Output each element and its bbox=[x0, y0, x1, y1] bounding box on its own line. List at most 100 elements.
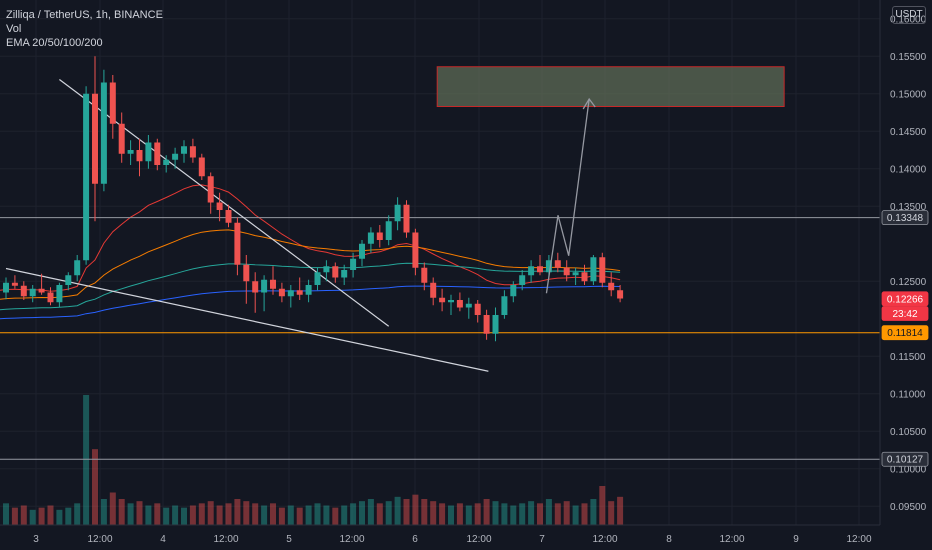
candle-body bbox=[608, 282, 615, 291]
time-axis-background[interactable] bbox=[0, 525, 932, 550]
ema-indicator-label[interactable]: EMA 20/50/100/200 bbox=[6, 37, 103, 49]
candle-body bbox=[65, 275, 72, 285]
volume-bar bbox=[65, 507, 72, 525]
x-tick-label: 9 bbox=[793, 534, 799, 545]
price-tag-label: 0.13348 bbox=[887, 213, 924, 224]
price-tag-label: 23:42 bbox=[892, 309, 917, 320]
volume-indicator-label[interactable]: Vol bbox=[6, 23, 22, 35]
symbol-title[interactable]: Zilliqa / TetherUS, 1h, BINANCE bbox=[6, 9, 163, 21]
volume-bar bbox=[367, 499, 374, 525]
volume-bar bbox=[100, 499, 107, 525]
volume-bar bbox=[145, 505, 152, 525]
candle-body bbox=[127, 150, 134, 154]
candle-body bbox=[234, 222, 241, 265]
candle-body bbox=[554, 260, 561, 268]
volume-bar bbox=[261, 505, 268, 525]
price-tag bbox=[881, 306, 929, 321]
candle-body bbox=[198, 157, 205, 177]
volume-bar bbox=[270, 503, 276, 525]
volume-bar bbox=[243, 501, 250, 525]
trendline bbox=[5, 267, 489, 372]
volume-bar bbox=[74, 503, 81, 525]
candle-body bbox=[47, 292, 54, 303]
y-tick-label: 0.16000 bbox=[890, 14, 927, 25]
candle-body bbox=[216, 202, 223, 210]
x-tick-label: 4 bbox=[160, 534, 166, 545]
x-tick-label: 12:00 bbox=[846, 534, 871, 545]
x-tick-label: 12:00 bbox=[466, 534, 491, 545]
volume-bar bbox=[537, 503, 543, 525]
volume-bar bbox=[172, 505, 179, 525]
volume-bar bbox=[590, 499, 597, 525]
candle-body bbox=[163, 159, 170, 165]
candle-body bbox=[394, 204, 401, 222]
horizontal-lines[interactable] bbox=[0, 217, 880, 460]
x-tick-label: 12:00 bbox=[719, 534, 744, 545]
candle-body bbox=[465, 303, 472, 308]
y-tick-label: 0.09500 bbox=[890, 502, 927, 513]
candle-body bbox=[74, 260, 81, 276]
ema-50-line bbox=[0, 229, 621, 300]
volume-bar bbox=[11, 507, 18, 525]
volume-bar bbox=[207, 501, 214, 525]
projection-path bbox=[545, 98, 590, 294]
currency-button[interactable]: USDT bbox=[892, 6, 926, 24]
volume-bar bbox=[581, 503, 588, 525]
volume-bar bbox=[599, 486, 606, 525]
candle-body bbox=[181, 146, 187, 154]
x-tick-label: 6 bbox=[412, 534, 418, 545]
candle-body bbox=[154, 142, 161, 165]
volume-bar bbox=[385, 501, 392, 525]
target-zone[interactable] bbox=[436, 66, 785, 107]
volume-bar bbox=[376, 503, 383, 525]
volume-bar bbox=[563, 501, 570, 525]
candle-body bbox=[421, 267, 428, 283]
candle-body bbox=[118, 123, 125, 154]
y-tick-label: 0.14500 bbox=[890, 127, 927, 138]
y-tick-label: 0.11000 bbox=[890, 389, 926, 400]
candle-body bbox=[3, 282, 9, 293]
x-tick-label: 3 bbox=[33, 534, 39, 545]
projection-arrow[interactable] bbox=[545, 97, 596, 294]
candle-body bbox=[439, 297, 446, 303]
volume-bar bbox=[528, 501, 535, 525]
time-axis-ticks: 3 12:00 4 12:00 5 12:00 6 12:00 7 12:00 8 12:00 9 12:… bbox=[33, 534, 872, 545]
y-tick-label: 0.15500 bbox=[890, 52, 927, 63]
candle-body bbox=[359, 243, 365, 259]
candle-body bbox=[448, 300, 454, 303]
volume-bar bbox=[47, 505, 54, 525]
candle-body bbox=[376, 232, 383, 240]
volume-bars bbox=[3, 395, 624, 525]
candle-body bbox=[350, 258, 357, 270]
candle-body bbox=[403, 204, 410, 233]
candle-body bbox=[100, 82, 107, 184]
volume-bar bbox=[448, 505, 454, 525]
candle-body bbox=[189, 146, 196, 158]
volume-bar bbox=[154, 503, 161, 525]
volume-bar bbox=[483, 499, 490, 525]
x-tick-label: 12:00 bbox=[592, 534, 617, 545]
candle-body bbox=[225, 210, 232, 223]
price-axis-background[interactable] bbox=[880, 0, 932, 525]
price-tag-label: 0.11814 bbox=[887, 328, 923, 339]
volume-bar bbox=[3, 503, 9, 525]
candle-body bbox=[528, 266, 535, 276]
candle-body bbox=[385, 221, 392, 240]
volume-bar bbox=[421, 499, 428, 525]
candle-body bbox=[305, 285, 312, 295]
volume-bar bbox=[465, 505, 472, 525]
volume-bar bbox=[305, 505, 312, 525]
volume-bar bbox=[341, 505, 348, 525]
volume-bar bbox=[234, 499, 241, 525]
volume-bar bbox=[189, 505, 196, 525]
volume-bar bbox=[127, 503, 134, 525]
candle-body bbox=[287, 290, 294, 297]
candlesticks bbox=[3, 56, 624, 342]
x-tick-label: 12:00 bbox=[87, 534, 112, 545]
price-tag bbox=[881, 210, 929, 226]
volume-bar bbox=[198, 503, 205, 525]
volume-bar bbox=[492, 501, 499, 525]
volume-bar bbox=[439, 503, 446, 525]
candle-body bbox=[20, 285, 27, 297]
